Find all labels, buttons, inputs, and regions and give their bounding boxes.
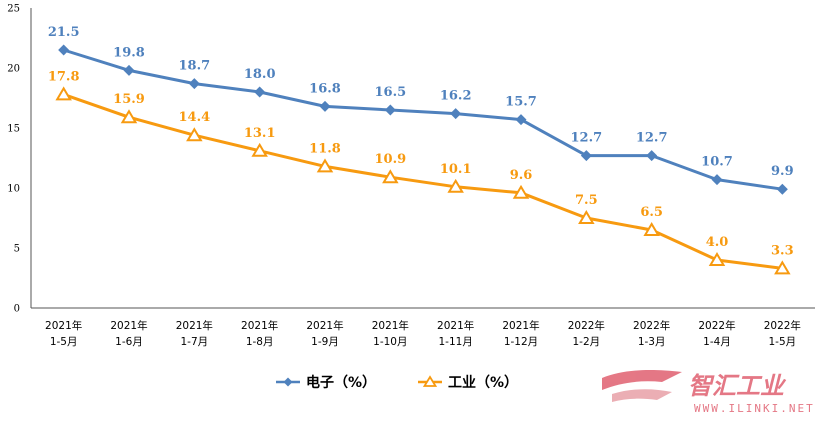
- x-tick-label-year: 2021年: [437, 319, 474, 332]
- series-line: [63, 92, 783, 270]
- series-industry: 17.8 15.9 14.4 13.1 11.8 10.9 10.1 9.6 7.5 6.5 4.0…: [48, 69, 794, 275]
- data-label: 10.9: [374, 152, 406, 167]
- chart-axes: [30, 8, 815, 309]
- data-point-diamond: [515, 114, 527, 126]
- data-point-diamond: [188, 78, 200, 90]
- x-tick-label-year: 2022年: [698, 319, 735, 332]
- x-tick-label-period: 1-6月: [115, 336, 143, 348]
- x-tick-label-period: 1-5月: [50, 336, 78, 348]
- x-tick-label-year: 2021年: [241, 319, 278, 332]
- data-point-triangle: [512, 184, 530, 199]
- data-point-diamond: [711, 174, 723, 186]
- series-electronics: 21.5 19.8 18.7 18.0 16.8 16.5 16.2 15.7 12.7 12.7…: [48, 25, 794, 195]
- y-tick-label: 15: [7, 124, 20, 135]
- x-tick-label-year: 2021年: [45, 319, 82, 332]
- data-label: 14.4: [178, 110, 210, 125]
- data-point-diamond: [384, 104, 396, 116]
- data-label: 10.7: [701, 155, 733, 170]
- data-point-diamond: [123, 64, 135, 76]
- data-label: 15.9: [113, 92, 145, 107]
- x-tick-label-year: 2021年: [306, 319, 343, 332]
- x-tick-label-year: 2021年: [176, 319, 213, 332]
- watermark-swoosh-lower-icon: [612, 389, 672, 402]
- x-tick-label-year: 2022年: [633, 319, 670, 332]
- x-tick-label-period: 1-10月: [373, 336, 407, 348]
- watermark-logo: 智汇工业 WWW.ILINKI.NET: [602, 370, 815, 415]
- x-tick-label-period: 1-4月: [703, 336, 731, 348]
- watermark-text: 智汇工业: [688, 372, 787, 400]
- data-label: 12.7: [636, 131, 668, 146]
- data-label: 6.5: [640, 205, 663, 220]
- y-tick-label: 10: [7, 184, 20, 195]
- data-point-diamond: [450, 108, 462, 120]
- x-tick-label-year: 2021年: [372, 319, 409, 332]
- x-tick-label-year: 2021年: [502, 319, 539, 332]
- x-tick-label-period: 1-11月: [438, 336, 472, 348]
- x-tick-label-period: 1-12月: [504, 336, 538, 348]
- x-tick-label-period: 1-2月: [573, 336, 601, 348]
- data-label: 16.2: [440, 89, 472, 104]
- data-point-triangle: [382, 169, 399, 184]
- watermark-subtext: WWW.ILINKI.NET: [694, 402, 815, 415]
- data-point-triangle: [447, 178, 464, 193]
- y-tick-label: 5: [14, 244, 20, 255]
- data-label: 15.7: [505, 95, 537, 110]
- x-tick-label-period: 1-3月: [638, 336, 666, 348]
- data-label: 16.5: [374, 85, 406, 100]
- y-tick-label: 0: [14, 304, 20, 315]
- series-line: [63, 48, 783, 191]
- legend: 电子（%） 工业（%）: [276, 374, 518, 391]
- data-label: 11.8: [309, 141, 341, 156]
- y-tick-label: 25: [7, 4, 20, 15]
- data-label: 3.3: [771, 243, 794, 258]
- data-point-triangle: [316, 158, 334, 173]
- data-label: 9.6: [510, 168, 533, 183]
- legend-triangle-icon: [422, 375, 438, 387]
- data-label: 4.0: [706, 235, 729, 250]
- data-label: 7.5: [575, 193, 598, 208]
- y-tick-label: 20: [7, 64, 20, 75]
- legend-item-industry: 工业（%）: [418, 375, 518, 391]
- data-point-triangle: [643, 222, 660, 236]
- watermark-swoosh-icon: [602, 370, 682, 390]
- data-point-triangle: [55, 86, 72, 101]
- data-point-triangle: [251, 142, 268, 157]
- x-tick-label-period: 1-7月: [181, 336, 209, 348]
- data-point-diamond: [776, 183, 788, 195]
- y-axis-ticks: 0 5 10 15 20 25: [7, 4, 20, 315]
- x-tick-label-period: 1-5月: [769, 336, 797, 348]
- legend-item-electronics: 电子（%）: [276, 374, 376, 391]
- data-point-triangle: [708, 252, 726, 266]
- data-label: 12.7: [570, 131, 602, 146]
- x-axis-ticks: 2021年 1-5月 2021年 1-6月 2021年 1-7月 2021年 1-8月 2021…: [45, 319, 801, 348]
- data-point-diamond: [319, 100, 331, 112]
- data-label: 19.8: [113, 45, 145, 60]
- data-label: 17.8: [48, 69, 80, 84]
- data-point-triangle: [120, 109, 138, 124]
- legend-label: 工业（%）: [448, 375, 518, 391]
- data-label: 18.7: [178, 59, 210, 74]
- legend-label: 电子（%）: [306, 374, 376, 391]
- data-label: 10.1: [440, 162, 472, 177]
- data-point-diamond: [646, 150, 658, 162]
- data-label: 18.0: [244, 67, 276, 82]
- x-tick-label-period: 1-9月: [311, 336, 339, 348]
- data-point-diamond: [580, 150, 592, 162]
- data-label: 16.8: [309, 81, 341, 96]
- data-label: 9.9: [771, 164, 794, 179]
- x-tick-label-year: 2022年: [568, 319, 605, 332]
- data-point-diamond: [58, 44, 70, 56]
- x-tick-label-year: 2022年: [764, 319, 801, 332]
- x-tick-label-period: 1-8月: [246, 336, 274, 348]
- data-label: 13.1: [244, 126, 276, 141]
- legend-diamond-icon: [283, 377, 293, 387]
- data-label: 21.5: [48, 25, 80, 40]
- data-point-triangle: [578, 210, 595, 224]
- series-layer: 21.5 19.8 18.7 18.0 16.8 16.5 16.2 15.7 12.7 12.7…: [48, 25, 794, 275]
- data-point-triangle: [774, 260, 791, 275]
- data-point-diamond: [254, 86, 266, 98]
- x-tick-label-year: 2021年: [110, 319, 147, 332]
- data-point-triangle: [186, 127, 203, 142]
